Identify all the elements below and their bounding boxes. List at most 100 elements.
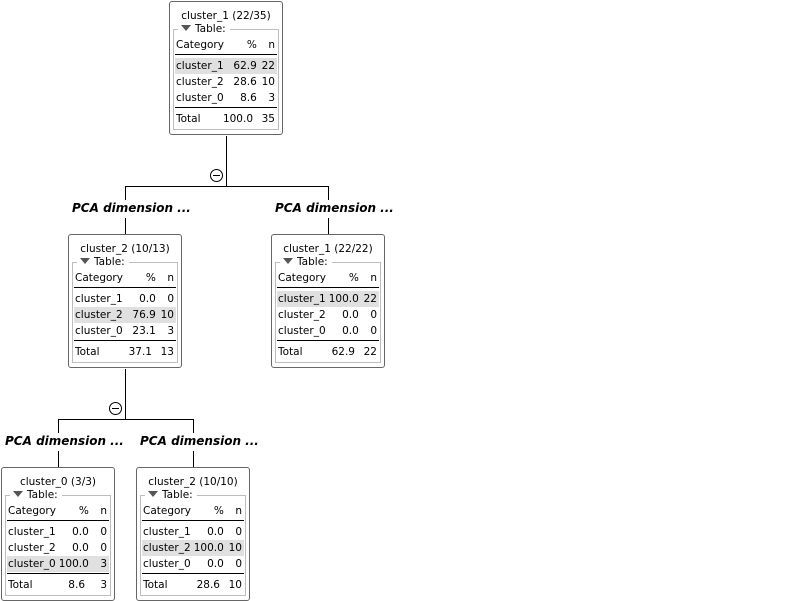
total-count: 22 [363, 346, 377, 358]
row-category: cluster_0 [75, 325, 123, 337]
tree-node-left[interactable]: cluster_2 (10/13) Table: Category% n cluster… [68, 234, 182, 368]
total-percent: 62.9 [331, 346, 355, 358]
row-category: cluster_0 [143, 558, 191, 570]
tree-node-left-left[interactable]: cluster_0 (3/3) Table: Category% n cluster_1… [1, 467, 115, 601]
row-count: 10 [261, 76, 275, 88]
row-count: 0 [370, 309, 377, 321]
header-divider [7, 520, 109, 521]
row-percent: 76.9 [132, 309, 156, 321]
row-count: 0 [167, 293, 174, 305]
row-category: cluster_2 [143, 542, 191, 554]
table-total-row: Total 8.6 3 [7, 577, 109, 593]
table-header-row: Category% n [7, 503, 109, 519]
tree-node-root[interactable]: cluster_1 (22/35) Table: Category% n cluster… [169, 1, 283, 135]
node-title: cluster_2 (10/10) [148, 476, 238, 488]
edge-label-left-right: PCA dimension ... [140, 434, 259, 448]
table-row: cluster_2 76.9 10 [74, 307, 176, 323]
total-label: Total [8, 579, 33, 591]
total-count: 3 [100, 579, 107, 591]
row-category: cluster_2 [75, 309, 123, 321]
header-divider [175, 54, 277, 55]
row-percent: 100.0 [58, 558, 89, 570]
row-count: 3 [167, 325, 174, 337]
header-divider [74, 287, 176, 288]
total-percent: 100.0 [222, 113, 253, 125]
header-percent: % [78, 505, 89, 517]
node-table: Table: Category% n cluster_1 0.0 0 cluster_2 0.… [5, 489, 111, 596]
row-category: cluster_0 [176, 92, 224, 104]
table-row: cluster_1 62.9 22 [175, 58, 277, 74]
table-toggle[interactable]: Table: [11, 489, 60, 501]
total-label: Total [75, 346, 100, 358]
table-row: cluster_2 0.0 0 [277, 307, 379, 323]
header-percent: % [246, 39, 257, 51]
node-title: cluster_2 (10/13) [80, 243, 170, 255]
table-row: cluster_2 0.0 0 [7, 540, 109, 556]
table-row: cluster_1 100.0 22 [277, 291, 379, 307]
total-divider [142, 573, 244, 574]
header-category: Category [143, 505, 191, 517]
row-category: cluster_1 [75, 293, 123, 305]
table-row: cluster_0 100.0 3 [7, 556, 109, 572]
table-row: cluster_1 0.0 0 [7, 524, 109, 540]
total-label: Total [143, 579, 168, 591]
header-n: n [100, 505, 107, 517]
edge-label-left-left: PCA dimension ... [5, 434, 124, 448]
edge-label-root-left: PCA dimension ... [72, 201, 191, 215]
triangle-down-icon [283, 258, 293, 264]
table-label: Table: [94, 256, 125, 268]
triangle-down-icon [13, 491, 23, 497]
row-count: 0 [100, 542, 107, 554]
row-count: 0 [370, 325, 377, 337]
header-n: n [167, 272, 174, 284]
edge-label-root-right: PCA dimension ... [275, 201, 394, 215]
row-category: cluster_1 [278, 293, 326, 305]
row-category: cluster_0 [8, 558, 56, 570]
row-category: cluster_2 [8, 542, 56, 554]
row-category: cluster_1 [143, 526, 191, 538]
node-table: Table: Category% n cluster_1 62.9 22 cluster_2… [173, 23, 279, 130]
row-count: 0 [235, 558, 242, 570]
row-percent: 0.0 [139, 293, 156, 305]
table-header-row: Category% n [74, 270, 176, 286]
table-toggle[interactable]: Table: [78, 256, 127, 268]
header-divider [142, 520, 244, 521]
header-category: Category [176, 39, 224, 51]
row-category: cluster_2 [176, 76, 224, 88]
table-total-row: Total 100.0 35 [175, 111, 277, 127]
table-toggle[interactable]: Table: [146, 489, 195, 501]
row-percent: 0.0 [72, 542, 89, 554]
table-toggle[interactable]: Table: [281, 256, 330, 268]
total-label: Total [176, 113, 201, 125]
table-total-row: Total 37.1 13 [74, 344, 176, 360]
row-category: cluster_1 [8, 526, 56, 538]
node-title: cluster_0 (3/3) [19, 476, 97, 488]
table-label: Table: [297, 256, 328, 268]
row-percent: 0.0 [207, 558, 224, 570]
table-toggle[interactable]: Table: [179, 23, 228, 35]
node-table: Table: Category% n cluster_1 100.0 22 cluster_… [275, 256, 381, 363]
node-table: Table: Category% n cluster_1 0.0 0 cluster_2 10… [140, 489, 246, 596]
minus-circle-icon[interactable] [109, 402, 122, 415]
total-count: 10 [228, 579, 242, 591]
table-label: Table: [195, 23, 226, 35]
row-percent: 8.6 [240, 92, 257, 104]
table-header-row: Category% n [175, 37, 277, 53]
row-percent: 0.0 [72, 526, 89, 538]
total-count: 13 [160, 346, 174, 358]
minus-circle-icon[interactable] [210, 169, 223, 182]
table-row: cluster_0 8.6 3 [175, 90, 277, 106]
row-percent: 100.0 [328, 293, 359, 305]
header-category: Category [75, 272, 123, 284]
total-divider [175, 107, 277, 108]
total-percent: 37.1 [128, 346, 152, 358]
total-divider [277, 340, 379, 341]
tree-node-left-right[interactable]: cluster_2 (10/10) Table: Category% n cluster… [136, 467, 250, 601]
row-count: 3 [268, 92, 275, 104]
row-count: 0 [100, 526, 107, 538]
row-percent: 0.0 [207, 526, 224, 538]
tree-node-right[interactable]: cluster_1 (22/22) Table: Category% n cluster… [271, 234, 385, 368]
table-row: cluster_1 0.0 0 [74, 291, 176, 307]
node-title: cluster_1 (22/22) [283, 243, 373, 255]
